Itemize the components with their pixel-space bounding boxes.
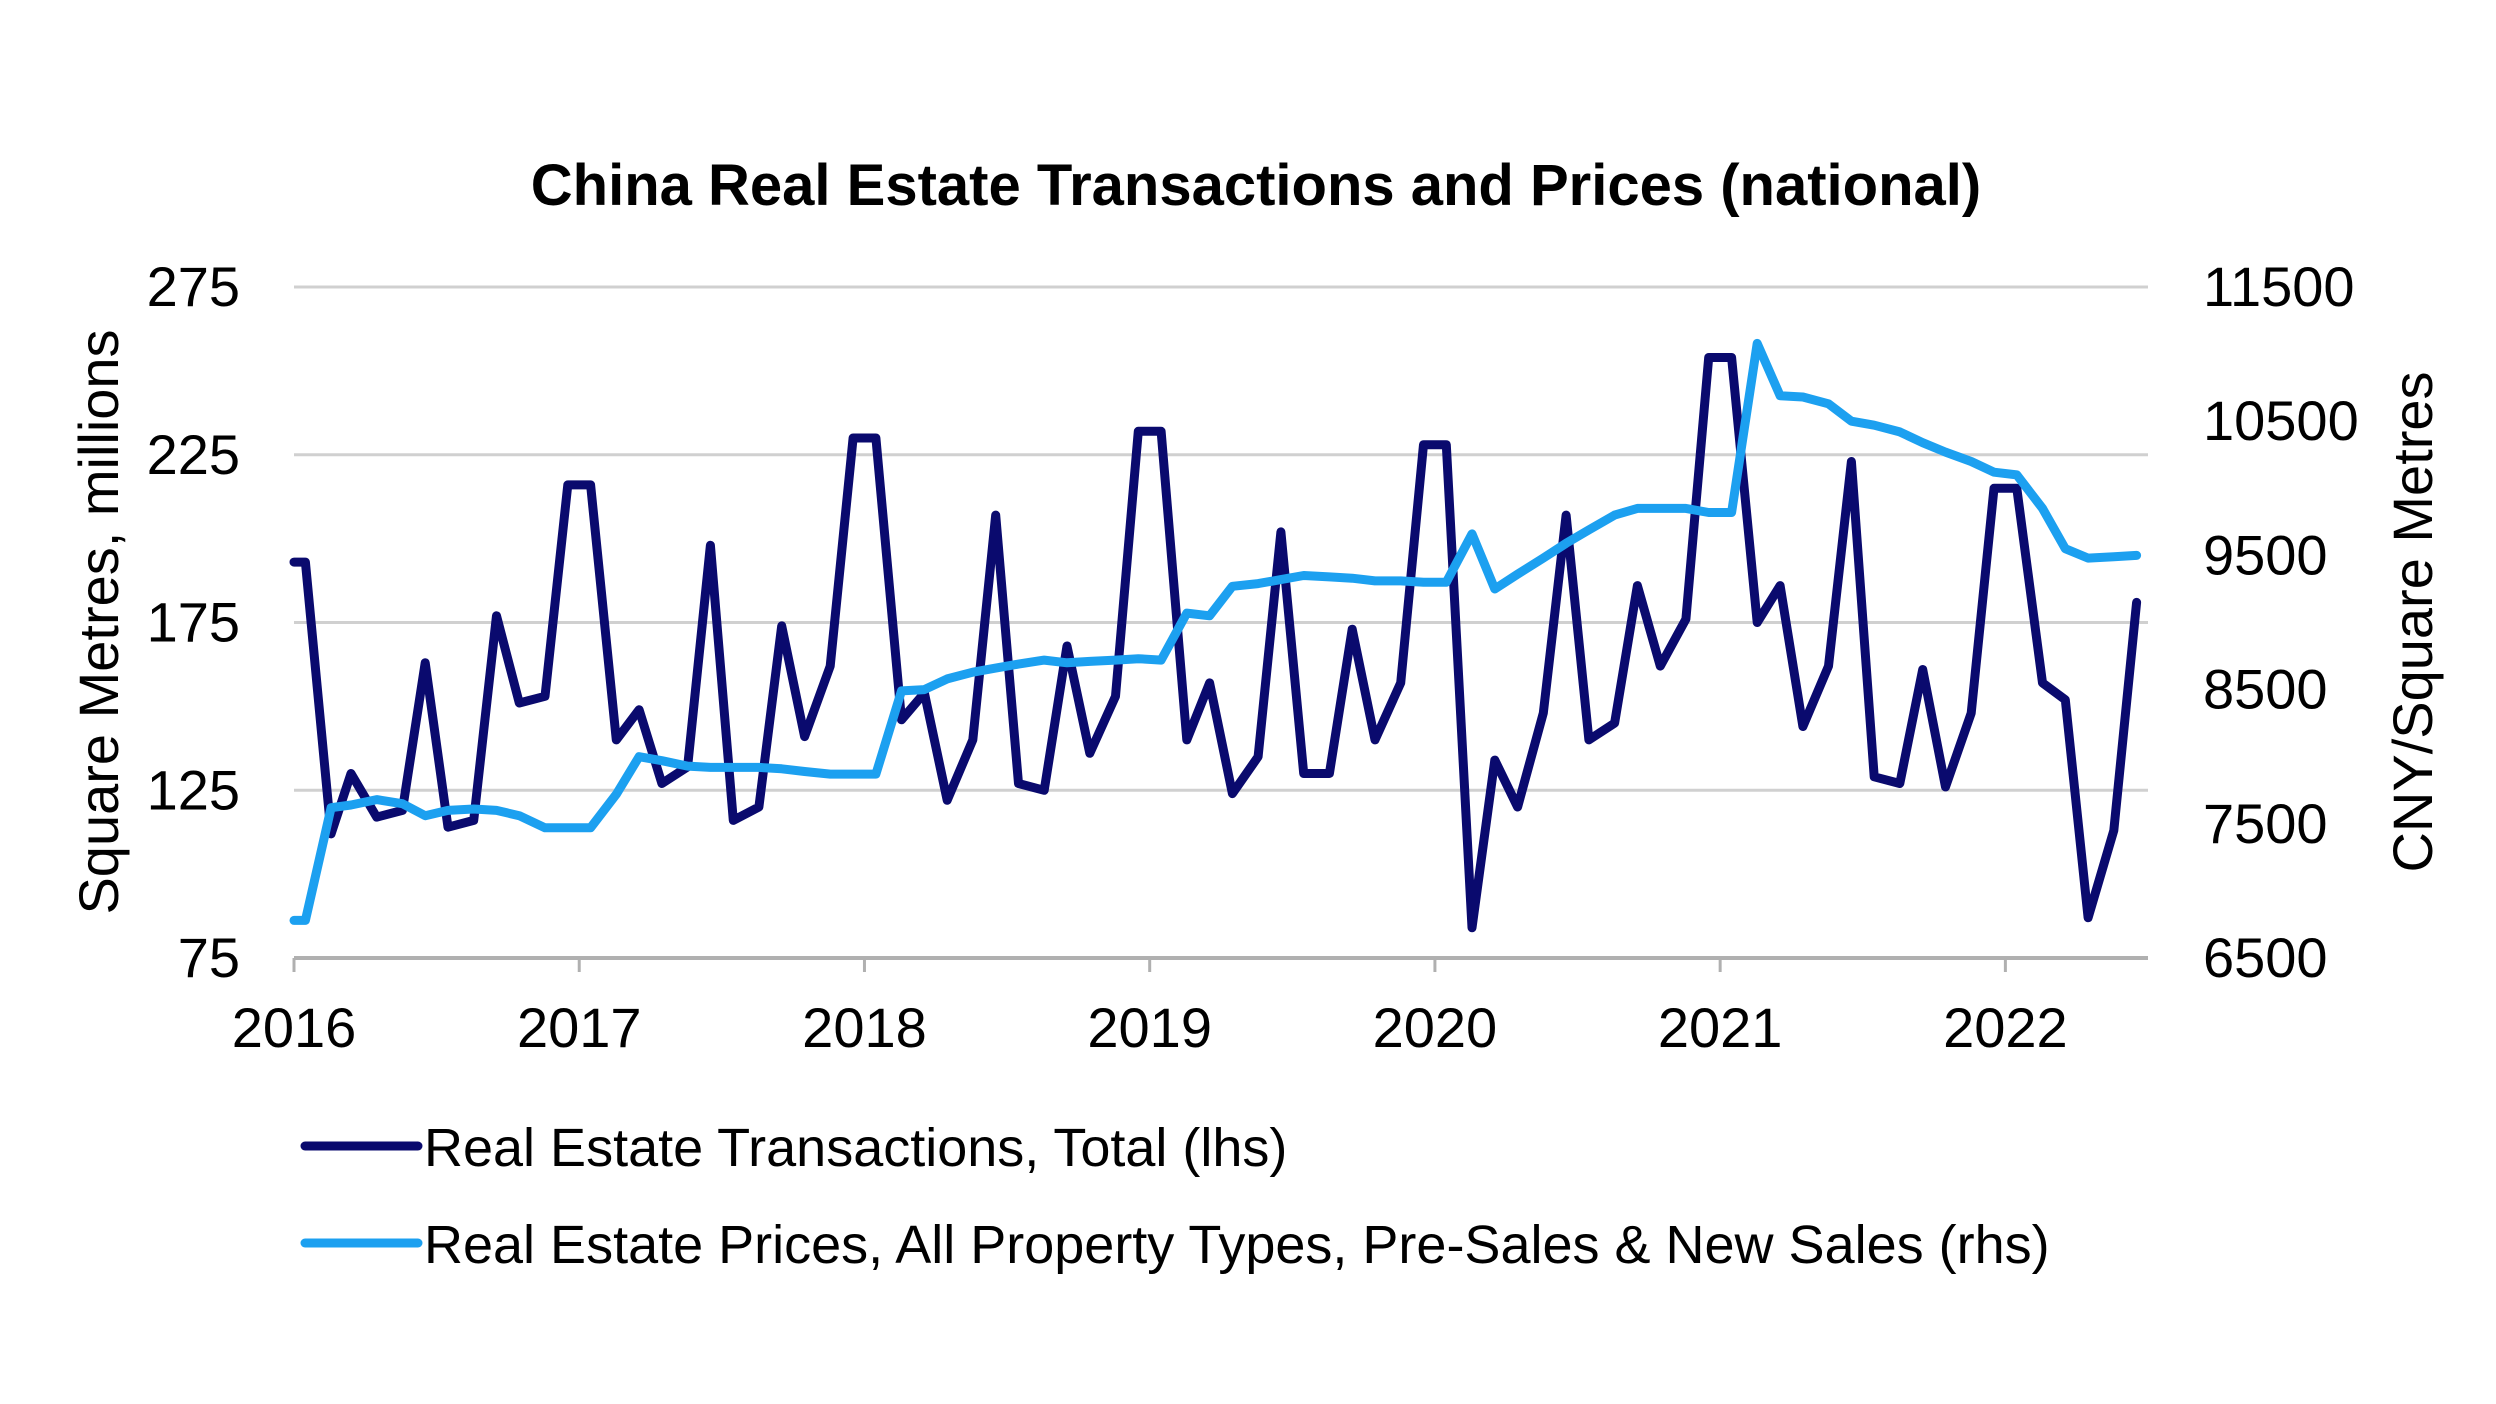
left-axis-ticks: 75 125 175 225 275 — [147, 255, 240, 989]
x-tick-label: 2016 — [232, 996, 357, 1059]
right-tick-label: 8500 — [2203, 658, 2328, 721]
chart-title: China Real Estate Transactions and Price… — [531, 153, 1981, 218]
x-tick-label: 2018 — [802, 996, 927, 1059]
x-tick-label: 2019 — [1087, 996, 1212, 1059]
right-axis-title: CNY/Square Metres — [2381, 371, 2444, 872]
right-tick-label: 9500 — [2203, 523, 2328, 586]
legend: Real Estate Transactions, Total (lhs) Re… — [300, 1118, 2050, 1275]
x-tick-label: 2020 — [1373, 996, 1498, 1059]
legend-label-transactions: Real Estate Transactions, Total (lhs) — [424, 1118, 1287, 1178]
x-tick-label: 2022 — [1943, 996, 2068, 1059]
right-tick-label: 7500 — [2203, 792, 2328, 855]
left-tick-label: 275 — [147, 255, 240, 318]
right-axis-ticks: 6500 7500 8500 9500 10500 11500 — [2203, 255, 2359, 989]
right-tick-label: 10500 — [2203, 389, 2359, 452]
x-tick-label: 2017 — [517, 996, 642, 1059]
left-axis-title: Square Metres, millions — [67, 329, 130, 914]
transactions-series-line — [289, 353, 2142, 933]
left-tick-label: 75 — [178, 926, 240, 989]
prices-series-line — [289, 338, 2142, 925]
right-tick-label: 6500 — [2203, 926, 2328, 989]
left-tick-label: 175 — [147, 591, 240, 654]
x-tick-label: 2021 — [1658, 996, 1783, 1059]
x-axis-ticks: 2016 2017 2018 2019 2020 2021 2022 — [232, 958, 2068, 1059]
right-tick-label: 11500 — [2203, 255, 2355, 318]
left-tick-label: 225 — [147, 423, 240, 486]
left-tick-label: 125 — [147, 758, 240, 821]
legend-label-prices: Real Estate Prices, All Property Types, … — [424, 1215, 2050, 1275]
